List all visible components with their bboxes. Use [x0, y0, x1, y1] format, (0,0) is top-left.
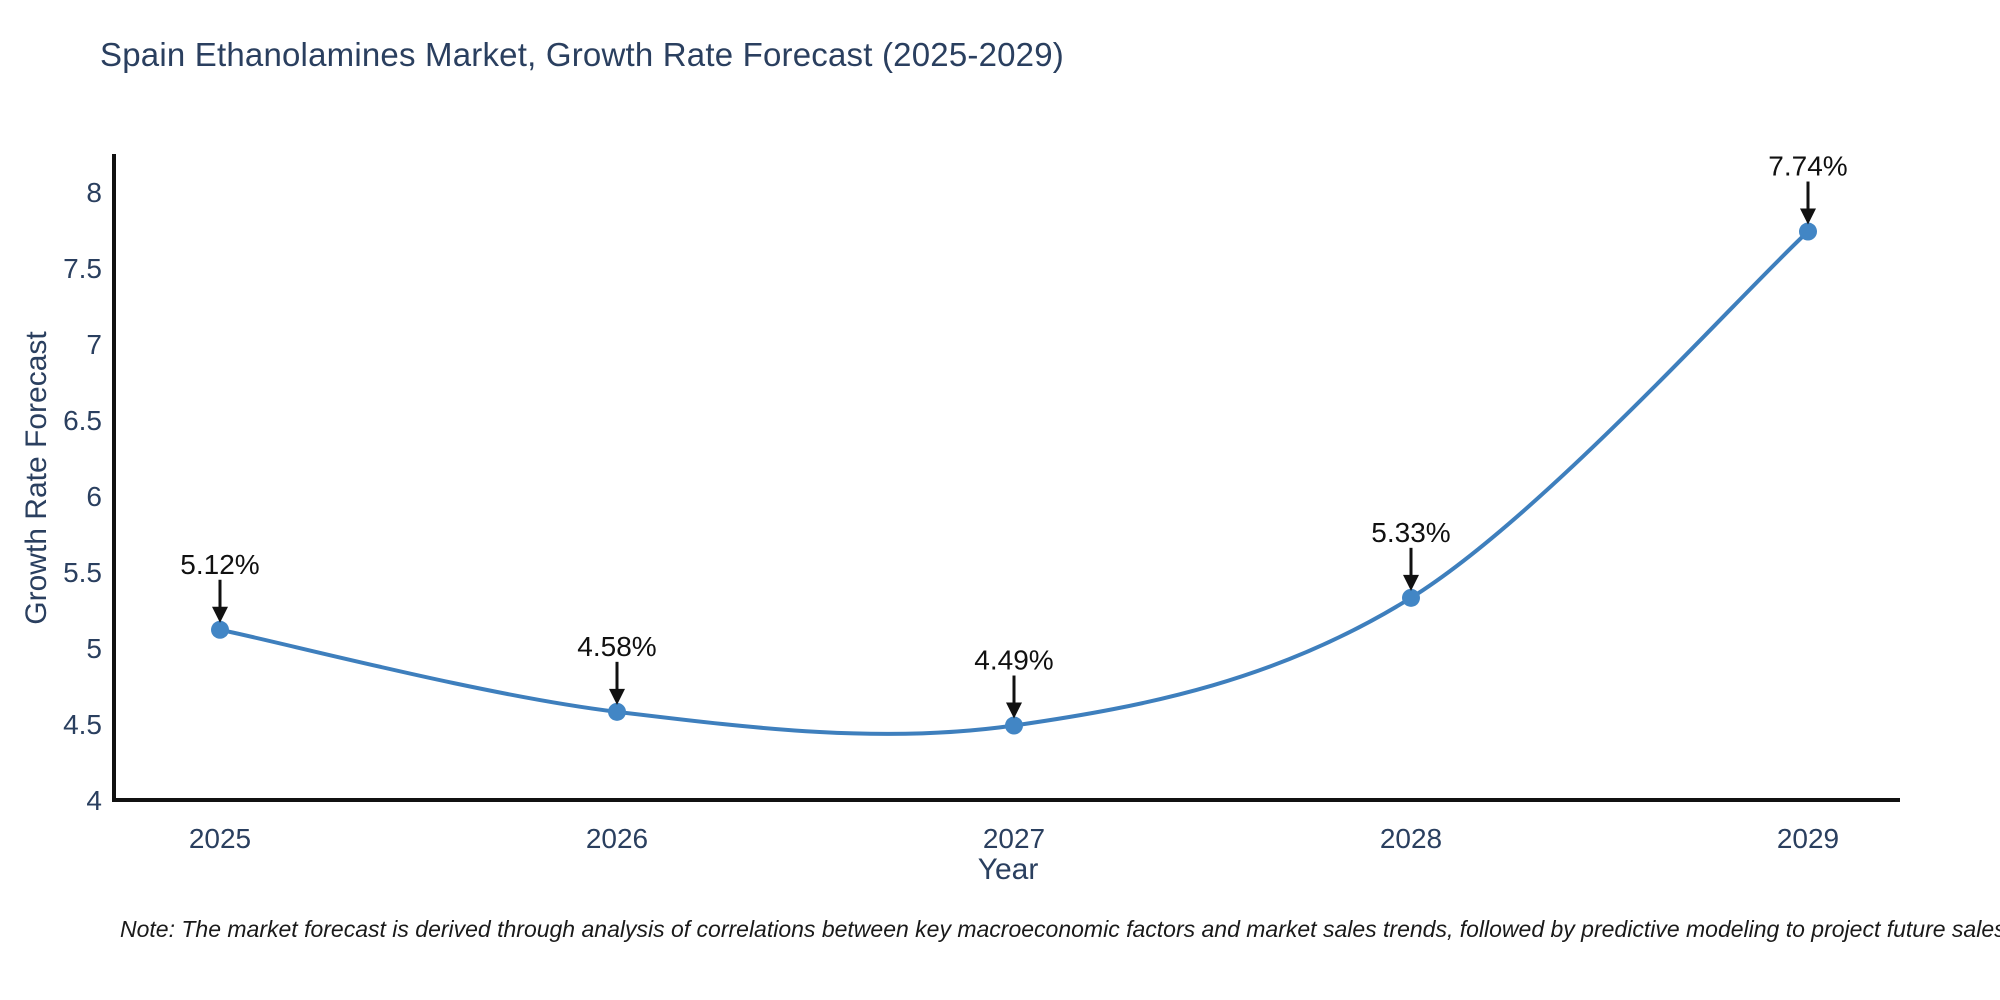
x-tick-label: 2025: [189, 823, 251, 854]
y-tick-label: 4.5: [63, 709, 102, 740]
x-tick-label: 2029: [1777, 823, 1839, 854]
y-axis-title: Growth Rate Forecast: [20, 331, 53, 625]
y-tick-label: 8: [86, 177, 102, 208]
annotation-label: 4.49%: [974, 645, 1053, 676]
x-axis-title: Year: [977, 853, 1039, 886]
y-tick-label: 5.5: [63, 557, 102, 588]
annotation-arrowhead-icon: [1006, 702, 1022, 719]
annotation-label: 7.74%: [1768, 151, 1847, 182]
chart-title: Spain Ethanolamines Market, Growth Rate …: [100, 36, 1064, 73]
annotation-label: 4.58%: [577, 631, 656, 662]
data-point-marker[interactable]: [608, 702, 626, 721]
series-line: [218, 229, 1810, 736]
data-point-marker[interactable]: [1402, 588, 1420, 607]
annotation-label: 5.12%: [180, 549, 259, 580]
footnote: Note: The market forecast is derived thr…: [120, 916, 2000, 942]
y-tick-label: 4: [86, 785, 102, 816]
annotation-arrowhead-icon: [212, 606, 228, 623]
x-tick-label: 2028: [1380, 823, 1442, 854]
x-tick-label: 2026: [586, 823, 648, 854]
annotation-arrowhead-icon: [1403, 574, 1419, 591]
y-tick-label: 5: [86, 633, 102, 664]
x-tick-label: 2027: [983, 823, 1045, 854]
annotation-label: 5.33%: [1371, 517, 1450, 548]
data-point-marker[interactable]: [211, 620, 229, 639]
y-tick-label: 7.5: [63, 253, 102, 284]
y-tick-label: 6.5: [63, 405, 102, 436]
y-tick-label: 6: [86, 481, 102, 512]
annotation-arrowhead-icon: [609, 688, 625, 705]
data-point-marker[interactable]: [1799, 222, 1817, 241]
annotation-arrowhead-icon: [1800, 208, 1816, 225]
data-point-marker[interactable]: [1005, 716, 1023, 735]
y-tick-label: 7: [86, 329, 102, 360]
